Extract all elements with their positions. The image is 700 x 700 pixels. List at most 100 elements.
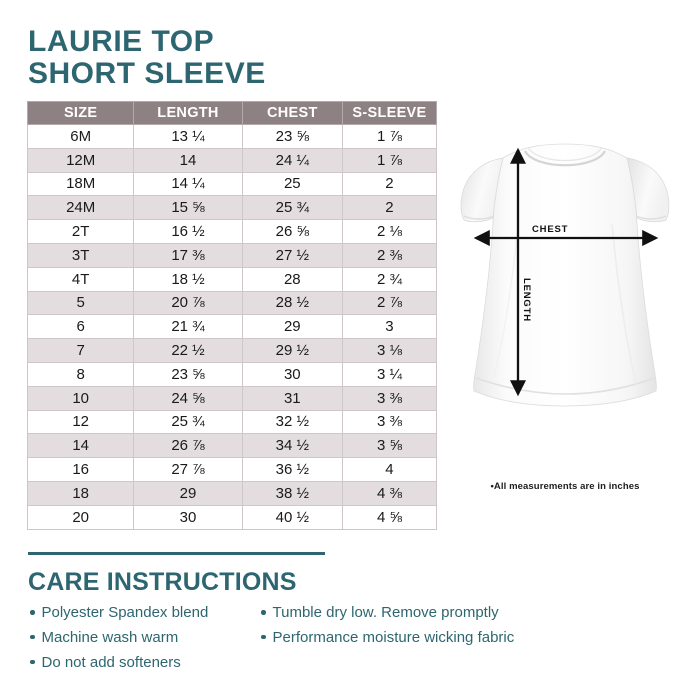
care-list-right: Tumble dry low. Remove promptly Performan… — [261, 602, 661, 673]
cell-length: 22 ½ — [133, 338, 243, 363]
cell-size: 7 — [26, 338, 135, 363]
garment-svg: CHEST LENGTH — [460, 143, 670, 407]
cell-size: 10 — [26, 385, 135, 411]
cell-length: 24 ⅝ — [133, 385, 243, 411]
column-header-chest: CHEST — [241, 101, 343, 125]
cell-size: 8 — [26, 361, 135, 387]
cell-size: 12 — [26, 409, 135, 435]
cell-size: 18 — [26, 480, 135, 506]
care-instructions-lists: Polyester Spandex blend Machine wash warm… — [30, 602, 670, 673]
page-title: LAURIE TOP SHORT SLEEVE — [28, 25, 428, 91]
cell-sleeve: 3 ⅝ — [341, 433, 438, 459]
cell-sleeve: 4 ⅝ — [341, 504, 438, 530]
cell-size: 18M — [26, 171, 135, 197]
right-cuff — [635, 215, 667, 220]
column-header-sleeve: S-SLEEVE — [341, 101, 438, 125]
bullet-icon — [261, 610, 266, 615]
hem-band — [475, 377, 655, 395]
cell-sleeve: 2 — [341, 171, 438, 197]
care-item: Polyester Spandex blend — [30, 602, 255, 624]
cell-chest: 26 ⅝ — [241, 219, 343, 244]
cell-chest: 38 ½ — [241, 480, 343, 506]
care-item-label: Performance moisture wicking fabric — [272, 628, 515, 646]
page-title-line-1: LAURIE TOP — [28, 25, 215, 58]
cell-size: 20 — [26, 504, 135, 530]
cell-length: 29 — [133, 480, 243, 506]
cell-chest: 28 — [241, 266, 343, 292]
left-cuff — [463, 215, 495, 220]
table-header-row: SIZE LENGTH CHEST S-SLEEVE — [26, 101, 438, 125]
care-divider — [28, 552, 325, 555]
cell-size: 4T — [26, 266, 135, 292]
cell-chest: 25 ¾ — [241, 195, 343, 221]
cell-sleeve: 3 — [341, 314, 438, 340]
table-row: 18M 14 ¼ 25 2 — [26, 171, 438, 197]
cell-size: 2T — [26, 219, 135, 244]
length-label: LENGTH — [521, 278, 532, 322]
cell-sleeve: 3 ⅜ — [341, 385, 438, 411]
care-instructions-title: CARE INSTRUCTIONS — [28, 568, 297, 596]
cell-sleeve: 4 ⅜ — [341, 480, 438, 506]
cell-chest: 25 — [241, 171, 343, 197]
cell-size: 12M — [26, 147, 135, 173]
cell-chest: 36 ½ — [241, 457, 343, 482]
care-item-label: Polyester Spandex blend — [41, 604, 209, 621]
cell-length: 15 ⅝ — [133, 195, 243, 221]
garment-illustration: CHEST LENGTH — [440, 128, 690, 508]
cell-sleeve: 2 ⅞ — [341, 290, 438, 316]
neckline-inner — [527, 146, 603, 162]
cell-size: 6M — [26, 124, 135, 149]
cell-length: 23 ⅝ — [133, 361, 243, 387]
cell-sleeve: 3 ⅛ — [341, 338, 438, 363]
bullet-icon — [30, 634, 35, 640]
care-item: Machine wash warm — [30, 627, 255, 649]
cell-size: 14 — [26, 433, 135, 459]
cell-chest: 23 ⅝ — [241, 124, 343, 149]
garment-body — [473, 143, 657, 407]
table-row: 6 21 ¾ 29 3 — [26, 314, 438, 340]
cell-length: 17 ⅜ — [133, 242, 243, 268]
table-row: 4T 18 ½ 28 2 ¾ — [26, 266, 438, 292]
cell-chest: 29 ½ — [241, 338, 343, 363]
column-header-length: LENGTH — [133, 101, 243, 125]
cell-sleeve: 2 ¾ — [341, 266, 438, 292]
cell-length: 13 ¼ — [133, 124, 243, 149]
bullet-icon — [261, 634, 266, 640]
cell-sleeve: 2 ⅛ — [341, 219, 438, 244]
neckline — [524, 150, 606, 167]
page-title-line-2: SHORT SLEEVE — [28, 57, 266, 91]
cell-chest: 24 ¼ — [241, 147, 343, 173]
care-item-label: Tumble dry low. Remove promptly — [272, 604, 499, 621]
cell-sleeve: 4 — [341, 457, 438, 482]
cell-length: 14 ¼ — [133, 171, 243, 197]
care-item: Tumble dry low. Remove promptly — [261, 602, 661, 624]
cell-length: 16 ½ — [133, 219, 243, 244]
cell-size: 3T — [26, 242, 135, 268]
cell-length: 27 ⅞ — [133, 457, 243, 482]
cell-sleeve: 1 ⅞ — [341, 147, 438, 173]
table-row: 8 23 ⅝ 30 3 ¼ — [26, 361, 438, 387]
cell-length: 30 — [133, 504, 243, 530]
cell-sleeve: 3 ¼ — [341, 361, 438, 387]
cell-chest: 40 ½ — [241, 504, 343, 530]
cell-sleeve: 3 ⅜ — [341, 409, 438, 435]
cell-chest: 28 ½ — [241, 290, 343, 316]
cell-chest: 27 ½ — [241, 242, 343, 268]
care-item: Do not add softeners — [30, 652, 255, 674]
bullet-icon — [30, 659, 35, 664]
cell-size: 16 — [26, 457, 135, 482]
cell-length: 20 ⅞ — [133, 290, 243, 316]
measurement-footnote: •All measurements are in inches — [490, 481, 640, 492]
